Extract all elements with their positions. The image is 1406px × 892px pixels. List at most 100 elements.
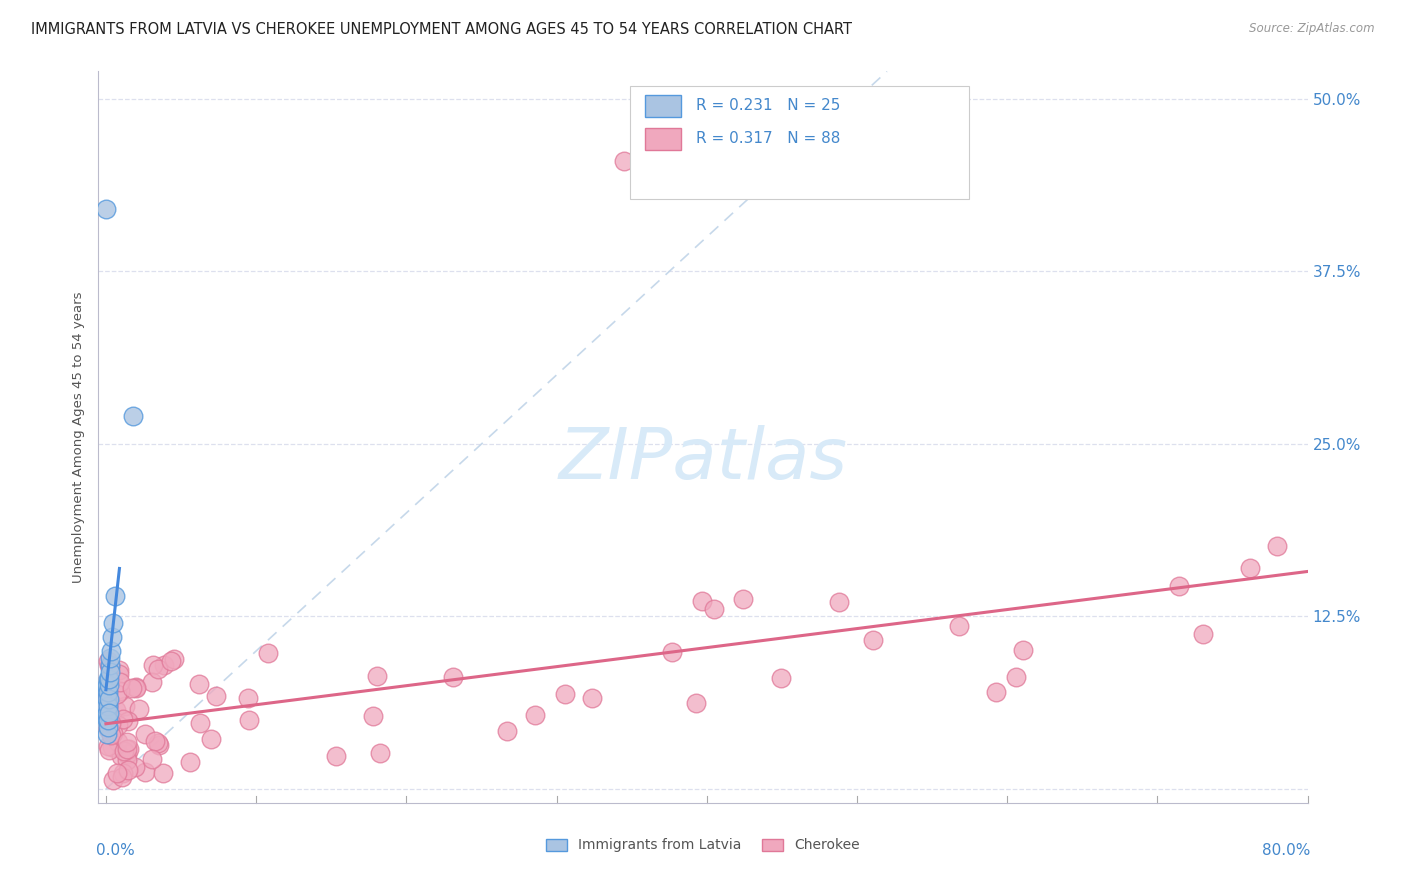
Point [117,735,139,749]
Point [984,685,1007,699]
Point [105,766,128,780]
Point [111,770,134,784]
Point [1239,560,1261,574]
Point [105,687,128,701]
Point [443,670,465,684]
Text: IMMIGRANTS FROM LATVIA VS CHEROKEE UNEMPLOYMENT AMONG AGES 45 TO 54 YEARS CORREL: IMMIGRANTS FROM LATVIA VS CHEROKEE UNEMP… [31,22,852,37]
Point [115,753,138,767]
Point [97,722,120,736]
Point [141,752,163,766]
Point [98,706,121,720]
Text: 80.0%: 80.0% [1261,843,1310,858]
Point [96,706,118,720]
Point [96,688,118,702]
Point [190,715,212,730]
Point [613,154,636,169]
Point [115,747,138,761]
Bar [630,86,969,200]
Point [124,681,146,695]
Point [97,699,120,714]
Point [97,739,120,753]
Point [122,409,145,424]
Point [1005,669,1028,683]
Point [731,591,754,606]
Point [114,698,136,713]
Text: ZIPatlas: ZIPatlas [558,425,848,493]
Point [97,720,120,734]
Point [581,691,603,706]
Point [110,748,132,763]
Point [108,684,131,698]
Point [101,725,124,739]
Point [112,744,135,758]
Point [685,696,707,710]
Text: R = 0.231   N = 25: R = 0.231 N = 25 [696,98,841,113]
Point [108,666,131,681]
Point [98,665,121,679]
Point [124,760,146,774]
Point [692,593,714,607]
Point [236,691,259,706]
Point [107,735,129,749]
Bar [645,95,682,117]
Point [108,663,131,677]
Point [97,713,120,727]
Legend: Immigrants from Latvia, Cherokee: Immigrants from Latvia, Cherokee [540,833,866,858]
Point [142,657,165,672]
Point [828,595,851,609]
Point [238,713,260,727]
Point [121,681,143,696]
Point [97,678,120,692]
Point [96,727,118,741]
Point [97,672,120,686]
Point [107,717,129,731]
Point [146,736,169,750]
Point [1011,642,1033,657]
Point [100,716,122,731]
Point [101,630,124,644]
Point [96,713,118,727]
Point [152,766,174,780]
Point [703,601,725,615]
Point [1168,578,1191,592]
Point [100,644,122,658]
Point [117,763,139,777]
Point [108,675,131,690]
Point [160,654,183,668]
Point [134,727,156,741]
Point [96,692,118,706]
Text: Source: ZipAtlas.com: Source: ZipAtlas.com [1250,22,1375,36]
Point [523,707,546,722]
Point [361,709,384,723]
Point [128,702,150,716]
Point [770,671,793,685]
Point [101,722,124,736]
Point [153,658,176,673]
Point [103,772,125,787]
Point [100,728,122,742]
Point [146,662,169,676]
Point [366,669,388,683]
Point [495,724,517,739]
Y-axis label: Unemployment Among Ages 45 to 54 years: Unemployment Among Ages 45 to 54 years [72,292,86,582]
Point [115,742,138,756]
Point [98,657,121,672]
Point [98,672,121,686]
Text: 0.0%: 0.0% [96,843,135,858]
Point [141,674,163,689]
Point [134,764,156,779]
Point [111,766,134,780]
Bar [645,128,682,150]
Point [96,202,118,217]
Point [143,733,166,747]
Point [179,755,201,769]
Point [117,714,139,728]
Point [1192,627,1215,641]
Point [96,699,118,714]
Point [661,645,683,659]
Point [97,742,120,756]
Point [148,738,170,752]
Point [104,589,127,603]
Point [100,739,122,754]
Point [97,692,120,706]
